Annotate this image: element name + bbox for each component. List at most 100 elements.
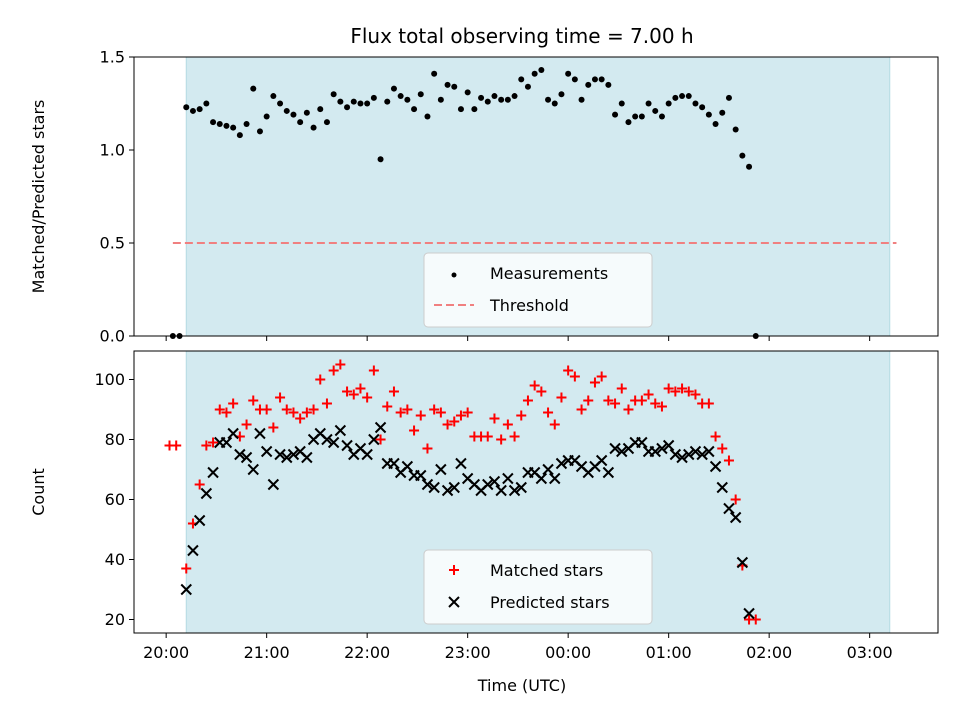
data-point	[223, 122, 230, 129]
y-tick-label: 20	[105, 610, 125, 629]
data-point	[569, 371, 580, 382]
data-point	[696, 448, 708, 461]
data-point	[471, 106, 478, 113]
legend-predicted-swatch	[448, 596, 460, 608]
data-point	[402, 404, 413, 415]
data-point	[736, 556, 749, 569]
data-point	[382, 401, 393, 412]
data-point	[589, 377, 600, 388]
data-point	[344, 104, 351, 111]
data-point	[658, 113, 665, 120]
data-point	[595, 454, 608, 467]
data-point	[455, 457, 467, 470]
data-point	[395, 407, 406, 418]
data-point	[482, 431, 493, 442]
data-point	[263, 113, 270, 120]
data-point	[370, 94, 377, 101]
data-point	[323, 119, 330, 126]
data-point	[203, 100, 210, 107]
data-point	[368, 365, 379, 376]
data-point	[390, 85, 397, 92]
data-point	[401, 460, 414, 473]
data-point	[315, 374, 326, 385]
x-tick-label: 03:00	[847, 643, 893, 662]
data-point	[746, 163, 753, 170]
data-point	[571, 76, 578, 83]
data-point	[585, 81, 592, 88]
data-point	[515, 481, 527, 494]
legend-label: Measurements	[490, 264, 608, 283]
y-tick-label: 1.5	[100, 48, 125, 67]
data-point	[388, 386, 399, 397]
x-tick-label: 00:00	[545, 643, 591, 662]
data-point	[549, 419, 560, 430]
data-point	[524, 83, 531, 90]
data-point	[508, 484, 521, 497]
data-point	[328, 365, 339, 376]
data-point	[511, 93, 518, 100]
data-point	[364, 100, 371, 107]
data-point	[189, 107, 196, 114]
y-tick-label: 0.5	[100, 234, 125, 253]
data-point	[750, 614, 761, 625]
data-point	[355, 383, 366, 394]
data-point	[672, 94, 679, 101]
data-point	[496, 434, 507, 445]
data-point	[308, 404, 319, 415]
data-point	[598, 76, 605, 83]
data-point	[683, 448, 695, 461]
data-point	[236, 132, 243, 139]
data-point	[556, 392, 567, 403]
data-point	[464, 89, 471, 96]
data-point	[361, 448, 373, 461]
data-point	[421, 478, 434, 491]
data-point	[234, 448, 246, 461]
data-point	[516, 410, 527, 421]
data-point	[274, 448, 286, 461]
data-point	[200, 487, 213, 500]
data-point	[220, 436, 233, 449]
x-axis-label: Time (UTC)	[477, 676, 566, 695]
data-point	[362, 392, 373, 403]
data-point	[549, 472, 561, 485]
data-point	[645, 100, 652, 107]
data-point	[504, 96, 511, 103]
data-point	[207, 466, 219, 479]
chart-title: Flux total observing time = 7.00 h	[350, 24, 693, 48]
data-point	[240, 451, 253, 464]
data-point	[210, 119, 217, 126]
data-point	[732, 126, 739, 133]
data-point	[692, 100, 699, 107]
panel-2: 20 40 60 80 100 20:00 21:00 22:00 23:00 00:00 01:0…	[29, 350, 939, 662]
data-point	[689, 445, 702, 458]
legend-label: Threshold	[489, 296, 569, 315]
data-point	[180, 583, 192, 596]
data-point	[536, 386, 547, 397]
legend-measurements-swatch	[451, 272, 457, 278]
data-point	[334, 424, 347, 437]
y-axis-label: Count	[29, 468, 48, 516]
series-matched-stars	[164, 359, 761, 625]
data-point	[337, 98, 344, 105]
data-point	[201, 440, 212, 451]
data-point	[335, 359, 346, 370]
data-point	[256, 128, 263, 135]
legend-label: Matched stars	[490, 561, 603, 580]
data-point	[330, 91, 337, 98]
data-point	[301, 407, 312, 418]
data-point	[457, 106, 464, 113]
data-point	[321, 433, 333, 446]
data-point	[431, 70, 438, 77]
data-point	[411, 106, 418, 113]
data-point	[448, 481, 460, 494]
y-tick-label: 1.0	[100, 141, 125, 160]
data-point	[636, 395, 647, 406]
data-point	[388, 457, 400, 470]
data-point	[429, 404, 440, 415]
data-point	[603, 395, 614, 406]
data-point	[652, 107, 659, 114]
data-point	[538, 67, 545, 74]
data-point	[679, 93, 686, 100]
legend-label: Predicted stars	[490, 593, 610, 612]
data-point	[275, 392, 286, 403]
